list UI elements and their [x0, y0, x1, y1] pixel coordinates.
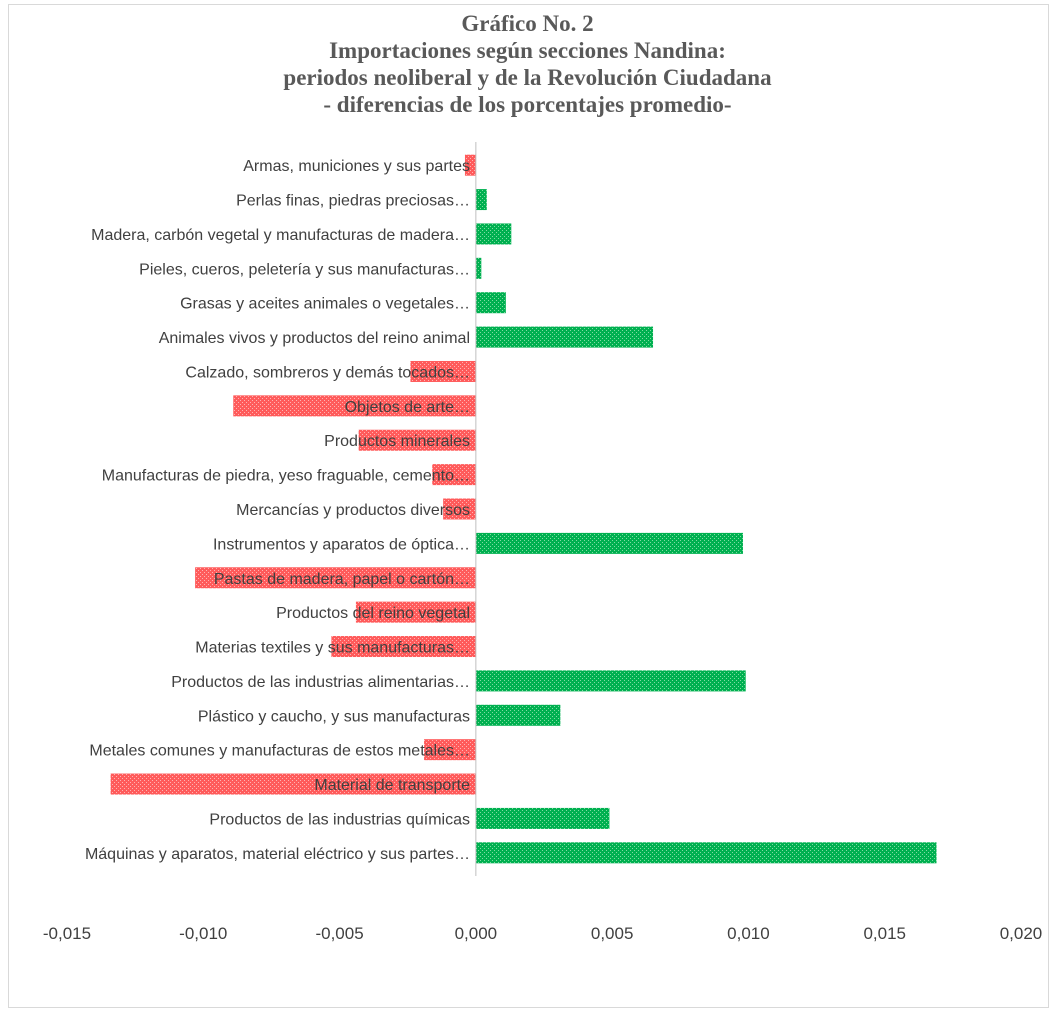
chart-subtitle-line-2: periodos neoliberal y de la Revolución C…	[283, 65, 772, 90]
category-label: Mercancías y productos diversos	[236, 502, 470, 519]
bar-12	[195, 567, 476, 589]
chart-frame	[8, 4, 1049, 1008]
bar-11	[475, 532, 743, 554]
bar-7	[233, 395, 476, 417]
bar-6	[410, 360, 476, 382]
category-label: Pieles, cueros, peletería y sus manufact…	[139, 261, 470, 278]
category-label: Instrumentos y aparatos de óptica…	[213, 536, 470, 553]
x-tick-label: 0,010	[727, 924, 770, 943]
category-label: Perlas finas, piedras preciosas…	[236, 193, 470, 210]
bar-1	[475, 189, 487, 211]
bar-17	[424, 739, 476, 761]
category-label: Productos minerales	[324, 433, 470, 450]
bar-8	[358, 429, 476, 451]
bar-13	[355, 601, 476, 623]
category-label: Armas, municiones y sus partes	[243, 158, 470, 175]
category-label: Productos del reino vegetal	[276, 605, 470, 622]
bar-16	[475, 704, 561, 726]
bar-4	[475, 292, 506, 314]
category-label: Materias textiles y sus manufacturas…	[195, 640, 470, 657]
x-tick-label: 0,000	[455, 924, 498, 943]
category-label: Calzado, sombreros y demás tocados…	[185, 364, 470, 381]
chart-title: Gráfico No. 2	[461, 11, 594, 36]
category-label: Manufacturas de piedra, yeso fraguable, …	[102, 468, 470, 485]
category-label: Pastas de madera, papel o cartón…	[214, 571, 470, 588]
bar-3	[475, 257, 482, 279]
bar-10	[443, 498, 476, 520]
category-label: Animales vivos y productos del reino ani…	[159, 330, 470, 347]
category-label: Madera, carbón vegetal y manufacturas de…	[91, 227, 470, 244]
chart-subtitle-line-1: Importaciones según secciones Nandina:	[329, 38, 726, 63]
category-label: Plástico y caucho, y sus manufacturas	[198, 708, 470, 725]
bar-19	[475, 807, 610, 829]
category-label: Grasas y aceites animales o vegetales…	[180, 296, 470, 313]
category-label: Material de transporte	[314, 777, 470, 794]
bar-9	[432, 464, 476, 486]
bar-18	[110, 773, 476, 795]
bar-14	[331, 636, 476, 658]
bar-20	[475, 842, 937, 864]
bar-5	[475, 326, 654, 348]
category-label: Productos de las industrias alimentarias…	[171, 674, 470, 691]
bar-15	[475, 670, 746, 692]
bar-0	[464, 154, 476, 176]
x-tick-label: -0,015	[43, 924, 91, 943]
x-tick-label: -0,010	[179, 924, 227, 943]
category-label: Metales comunes y manufacturas de estos …	[89, 743, 470, 760]
x-tick-label: -0,005	[315, 924, 363, 943]
category-label: Objetos de arte…	[345, 399, 470, 416]
category-label: Productos de las industrias químicas	[209, 811, 470, 828]
x-tick-label: 0,005	[591, 924, 634, 943]
x-tick-label: 0,020	[1000, 924, 1043, 943]
category-label: Máquinas y aparatos, material eléctrico …	[85, 846, 470, 863]
chart-title-block: Gráfico No. 2 Importaciones según seccio…	[0, 10, 1055, 118]
bar-2	[475, 223, 512, 245]
x-tick-label: 0,015	[863, 924, 906, 943]
chart-subtitle-line-3: - diferencias de los porcentajes promedi…	[323, 92, 732, 117]
